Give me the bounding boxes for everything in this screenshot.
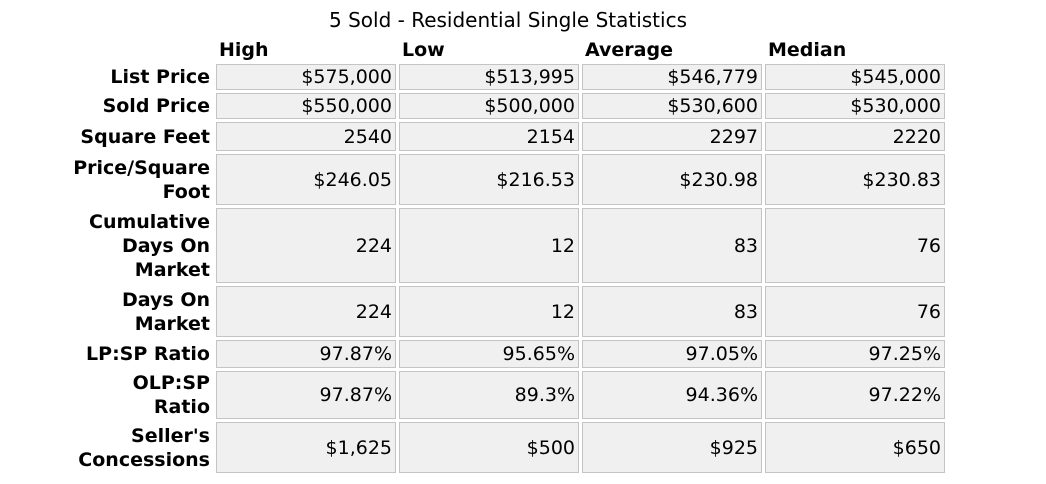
cell-average: 83 — [582, 208, 762, 283]
cell-median: $530,000 — [765, 93, 945, 119]
row-label-square-feet: Square Feet — [80, 125, 210, 148]
cell-low: $500,000 — [399, 93, 579, 119]
table-row: Sold Price $550,000 $500,000 $530,600 $5… — [73, 93, 945, 119]
cell-low: 89.3% — [399, 371, 579, 419]
cell-median: 2220 — [765, 122, 945, 151]
column-header-median: Median — [768, 39, 847, 61]
row-label-sold-price: Sold Price — [102, 95, 210, 117]
row-label-olp-sp-ratio: OLP:SP Ratio — [132, 372, 210, 418]
cell-average: 83 — [582, 286, 762, 337]
cell-median: $650 — [765, 422, 945, 473]
cell-high: $550,000 — [216, 93, 396, 119]
cell-low: 2154 — [399, 122, 579, 151]
cell-high: $1,625 — [216, 422, 396, 473]
cell-low: $216.53 — [399, 154, 579, 205]
cell-high: 97.87% — [216, 371, 396, 419]
cell-average: $530,600 — [582, 93, 762, 119]
cell-high: 97.87% — [216, 340, 396, 368]
cell-low: 12 — [399, 208, 579, 283]
cell-high: 2540 — [216, 122, 396, 151]
cell-average: 97.05% — [582, 340, 762, 368]
cell-average: 2297 — [582, 122, 762, 151]
table-row: List Price $575,000 $513,995 $546,779 $5… — [73, 64, 945, 90]
row-label-list-price: List Price — [110, 66, 210, 88]
cell-average: $546,779 — [582, 64, 762, 90]
row-label-price-per-square-foot: Price/Square Foot — [73, 156, 210, 203]
table-title: 5 Sold - Residential Single Statistics — [329, 8, 687, 32]
cell-high: 224 — [216, 286, 396, 337]
table-row: Cumulative Days On Market 224 12 83 76 — [73, 208, 945, 283]
statistics-table: High Low Average Median List Price $575,… — [70, 36, 948, 476]
row-label-lp-sp-ratio: LP:SP Ratio — [86, 343, 210, 365]
cell-median: 97.22% — [765, 371, 945, 419]
table-row: Square Feet 2540 2154 2297 2220 — [73, 122, 945, 151]
cell-low: $513,995 — [399, 64, 579, 90]
cell-median: 76 — [765, 286, 945, 337]
cell-high: 224 — [216, 208, 396, 283]
header-row: High Low Average Median — [73, 39, 945, 61]
cell-low: 12 — [399, 286, 579, 337]
cell-high: $575,000 — [216, 64, 396, 90]
corner-cell — [73, 39, 213, 61]
cell-average: 94.36% — [582, 371, 762, 419]
table-row: OLP:SP Ratio 97.87% 89.3% 94.36% 97.22% — [73, 371, 945, 419]
row-label-sellers-concessions: Seller's Concessions — [78, 424, 210, 471]
row-label-days-on-market: Days On Market — [122, 288, 210, 335]
cell-average: $230.98 — [582, 154, 762, 205]
cell-low: 95.65% — [399, 340, 579, 368]
cell-average: $925 — [582, 422, 762, 473]
row-label-cumulative-days-on-market: Cumulative Days On Market — [89, 210, 210, 281]
cell-median: $545,000 — [765, 64, 945, 90]
cell-high: $246.05 — [216, 154, 396, 205]
table-row: Price/Square Foot $246.05 $216.53 $230.9… — [73, 154, 945, 205]
cell-median: 76 — [765, 208, 945, 283]
column-header-high: High — [219, 39, 269, 61]
cell-low: $500 — [399, 422, 579, 473]
table-row: Days On Market 224 12 83 76 — [73, 286, 945, 337]
table-row: LP:SP Ratio 97.87% 95.65% 97.05% 97.25% — [73, 340, 945, 368]
table-row: Seller's Concessions $1,625 $500 $925 $6… — [73, 422, 945, 473]
cell-median: 97.25% — [765, 340, 945, 368]
column-header-low: Low — [402, 39, 445, 61]
cell-median: $230.83 — [765, 154, 945, 205]
column-header-average: Average — [585, 39, 673, 61]
